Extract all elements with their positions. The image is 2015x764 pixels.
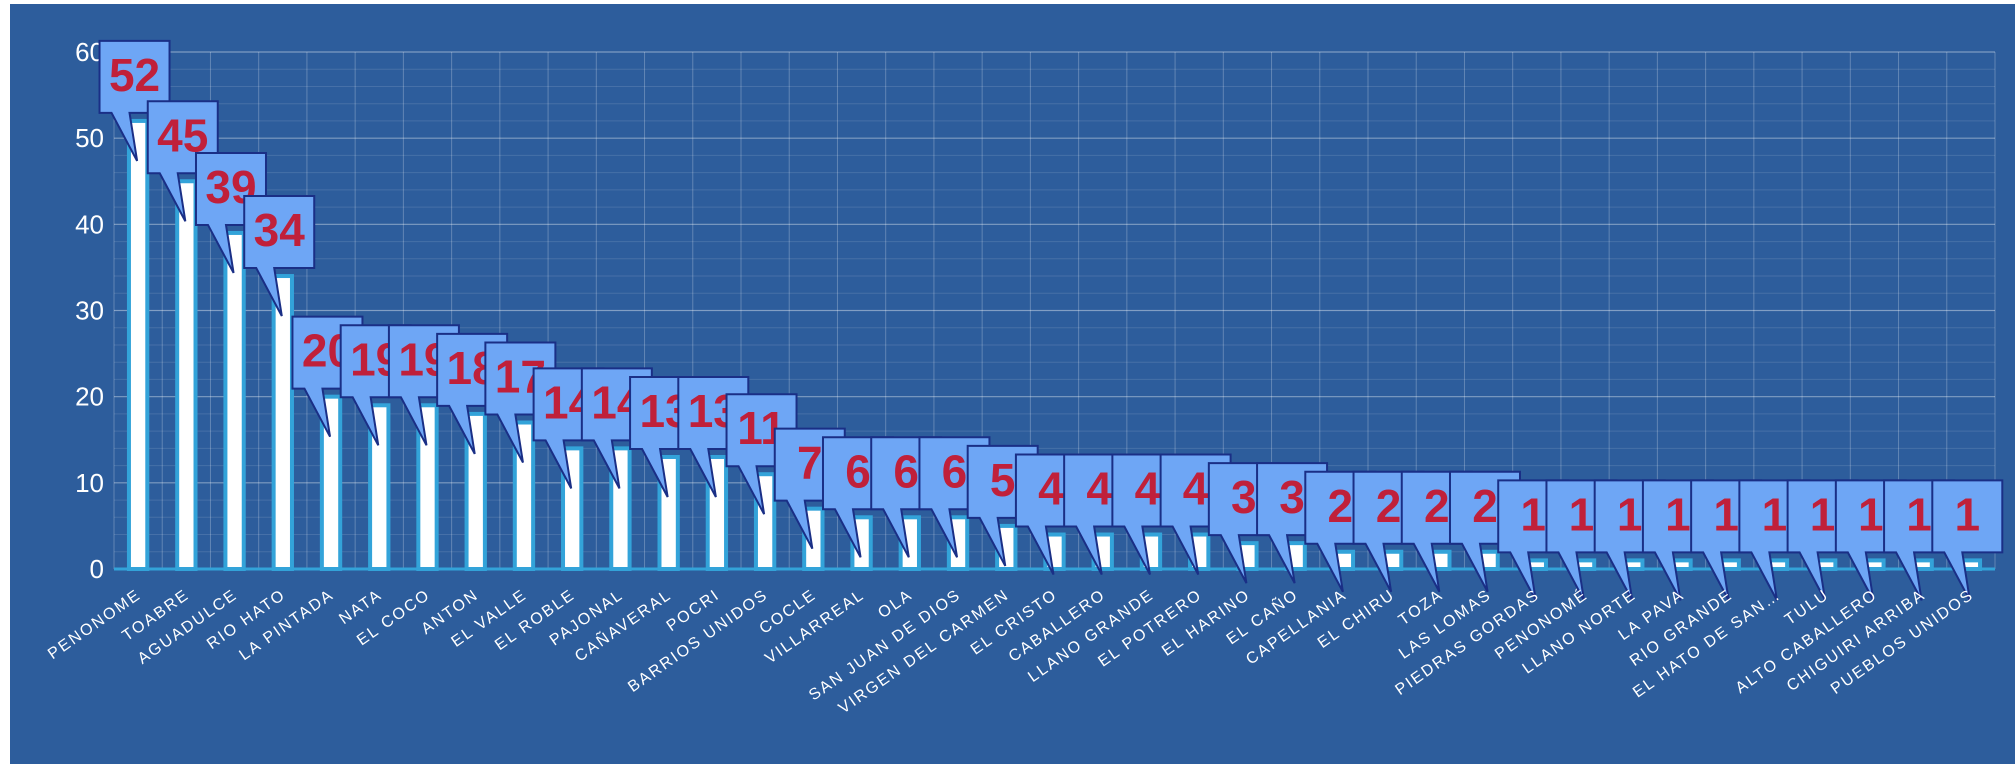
data-callout [1931,479,2004,601]
y-tick-label: 40 [75,209,104,239]
data-label: 4 [1135,463,1161,515]
y-tick-label: 30 [75,296,104,326]
data-label: 2 [1472,480,1498,532]
data-label: 7 [797,437,823,489]
bar [126,118,150,572]
data-label: 6 [845,445,871,497]
bar [416,403,439,571]
bar [368,403,391,571]
bar [512,420,536,571]
data-label: 1 [1762,488,1788,540]
y-tick-label: 0 [90,554,104,584]
bar [464,411,487,571]
data-label: 52 [109,49,160,101]
data-callout [194,151,267,274]
data-label: 2 [1328,480,1354,532]
bar [271,274,294,571]
data-label: 4 [1038,463,1064,515]
data-callout [725,393,798,515]
y-tick-label: 50 [75,123,104,153]
data-label: 3 [1279,471,1305,523]
data-label: 1 [1520,488,1546,540]
data-label: 6 [942,445,968,497]
data-callout [98,39,171,162]
data-label: 4 [1086,463,1112,515]
bar [319,394,343,571]
data-label: 1 [1906,488,1932,540]
data-label: 34 [254,204,306,256]
data-label: 1 [1665,488,1691,540]
data-label: 5 [990,454,1016,506]
data-label: 3 [1231,471,1257,523]
bar [175,179,198,571]
data-label: 1 [1858,488,1884,540]
data-label: 2 [1424,480,1450,532]
data-label: 1 [1955,488,1981,540]
data-callout [243,195,316,317]
data-label: 6 [893,445,919,497]
data-label: 1 [1713,488,1739,540]
bar [223,230,246,571]
data-label: 4 [1183,463,1209,515]
data-label: 1 [1569,488,1595,540]
data-label: 2 [1376,480,1402,532]
y-tick-label: 10 [75,468,104,498]
data-label: 1 [1617,488,1643,540]
chart-panel: 0 10 20 30 40 50 60 52 45 39 34 20 19 19 18 17 14 14 13 13… [10,4,2015,764]
data-label: 1 [1810,488,1836,540]
data-callout [146,100,219,222]
y-tick-label: 20 [75,382,104,412]
